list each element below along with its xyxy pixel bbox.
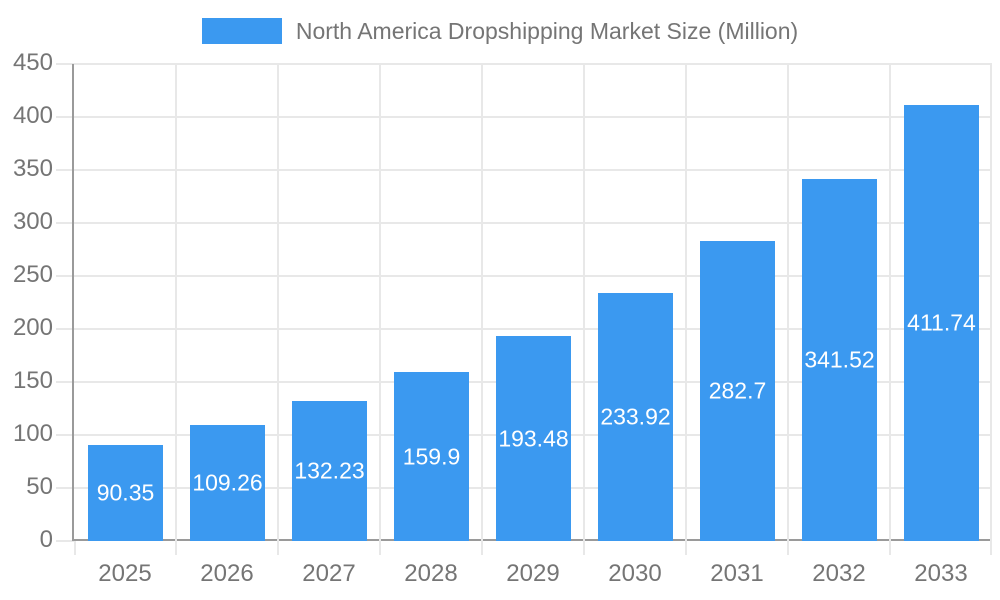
bar-value-label: 282.7 bbox=[708, 377, 767, 404]
x-tick bbox=[277, 541, 279, 555]
x-tick-label: 2030 bbox=[608, 560, 662, 587]
y-tick bbox=[56, 275, 74, 277]
y-tick-label: 100 bbox=[12, 419, 53, 447]
x-tick-label: 2029 bbox=[506, 560, 560, 587]
bar-2028: 159.9 bbox=[394, 372, 469, 541]
y-tick bbox=[56, 222, 74, 224]
bar-2031: 282.7 bbox=[700, 241, 775, 541]
bar-2026: 109.26 bbox=[190, 425, 265, 541]
x-tick bbox=[175, 541, 177, 555]
bar-2027: 132.23 bbox=[292, 401, 367, 541]
y-gridline bbox=[74, 116, 992, 118]
bar-value-label: 193.48 bbox=[498, 425, 569, 451]
plot-area: 0 50 100 150 200 250 300 350 400 450 2025 2026 2027 2… bbox=[13, 49, 992, 587]
bar-value-label: 341.52 bbox=[804, 346, 875, 373]
y-axis-line bbox=[72, 64, 74, 541]
x-gridline bbox=[787, 64, 789, 541]
y-gridline bbox=[74, 275, 992, 277]
x-gridline bbox=[889, 64, 891, 541]
y-tick bbox=[56, 63, 74, 65]
y-tick-label: 350 bbox=[12, 154, 53, 182]
y-tick-label: 400 bbox=[12, 101, 53, 129]
bar-2032: 341.52 bbox=[802, 179, 877, 541]
bar-value-label: 90.35 bbox=[96, 479, 155, 506]
y-tick bbox=[56, 434, 74, 436]
bar-value-label: 411.74 bbox=[907, 309, 976, 336]
bar-2029: 193.48 bbox=[496, 336, 571, 541]
y-tick-label: 450 bbox=[12, 48, 53, 76]
bar-2025: 90.35 bbox=[88, 445, 163, 541]
bar-2033: 411.74 bbox=[904, 105, 979, 541]
legend-label: North America Dropshipping Market Size (… bbox=[295, 18, 799, 44]
y-tick-label: 50 bbox=[26, 472, 53, 500]
x-tick-label: 2033 bbox=[914, 560, 968, 587]
y-tick-label: 200 bbox=[12, 313, 53, 341]
y-tick-label: 250 bbox=[12, 260, 53, 288]
x-tick bbox=[990, 541, 992, 555]
x-tick-label: 2032 bbox=[812, 560, 866, 587]
bar-value-label: 159.9 bbox=[402, 443, 461, 469]
x-tick-label: 2031 bbox=[710, 560, 764, 587]
y-gridline bbox=[74, 328, 992, 330]
y-tick-label: 300 bbox=[12, 207, 53, 235]
x-tick bbox=[481, 541, 483, 555]
x-gridline bbox=[481, 64, 483, 541]
x-tick bbox=[889, 541, 891, 555]
x-tick bbox=[787, 541, 789, 555]
y-tick bbox=[56, 540, 74, 542]
x-tick bbox=[74, 541, 76, 555]
bar-value-label: 233.92 bbox=[600, 403, 671, 430]
legend-swatch-icon bbox=[201, 18, 282, 44]
x-gridline bbox=[583, 64, 585, 541]
x-tick bbox=[379, 541, 381, 555]
y-tick-label: 150 bbox=[12, 366, 53, 394]
x-tick-label: 2028 bbox=[404, 560, 458, 587]
x-gridline bbox=[685, 64, 687, 541]
y-tick-label: 0 bbox=[39, 525, 53, 553]
y-tick bbox=[56, 381, 74, 383]
y-gridline bbox=[74, 169, 992, 171]
x-gridline bbox=[277, 64, 279, 541]
chart-legend: North America Dropshipping Market Size (… bbox=[0, 18, 1000, 44]
bar-value-label: 132.23 bbox=[294, 457, 365, 484]
x-tick bbox=[685, 541, 687, 555]
x-gridline bbox=[990, 64, 992, 541]
y-gridline bbox=[74, 222, 992, 224]
bar-value-label: 109.26 bbox=[192, 469, 263, 496]
x-tick bbox=[583, 541, 585, 555]
x-gridline bbox=[379, 64, 381, 541]
bar-2030: 233.92 bbox=[598, 293, 673, 541]
x-tick-label: 2025 bbox=[98, 560, 152, 587]
x-tick-label: 2027 bbox=[302, 560, 356, 587]
y-tick bbox=[56, 487, 74, 489]
y-tick bbox=[56, 116, 74, 118]
x-tick-label: 2026 bbox=[200, 560, 254, 587]
y-gridline bbox=[74, 63, 992, 65]
y-tick bbox=[56, 328, 74, 330]
x-gridline bbox=[175, 64, 177, 541]
y-tick bbox=[56, 169, 74, 171]
